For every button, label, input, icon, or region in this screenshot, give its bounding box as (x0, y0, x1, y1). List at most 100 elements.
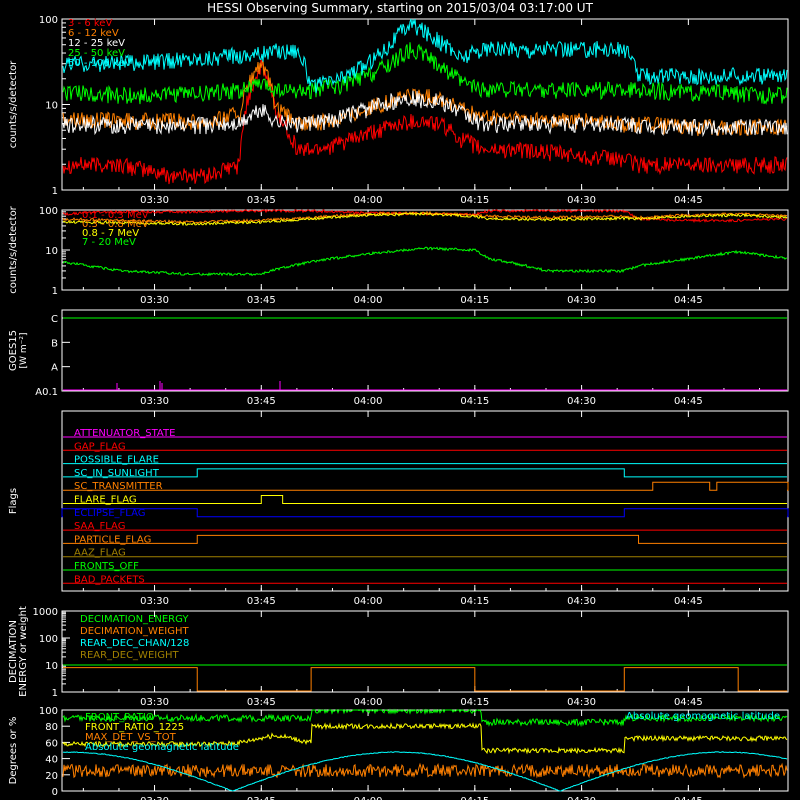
panel5-series-line (63, 667, 787, 692)
panel1-xtick-label: 04:15 (460, 195, 489, 206)
panel2-ylabel: counts/s/detector (8, 205, 19, 293)
panel2-xtick-label: 04:30 (567, 295, 596, 306)
panel6-series-line (62, 708, 788, 728)
panel3-ytick-label: B (51, 338, 58, 349)
panel1-ytick-label: 1 (52, 186, 58, 197)
panel1-ylabel: counts/s/detector (8, 60, 19, 148)
panel5-xtick-label: 03:45 (247, 697, 276, 708)
panel4-flag-label: POSSIBLE_FLARE (74, 455, 159, 466)
panel1-series-line (62, 42, 788, 105)
panel4-xtick-label: 04:45 (674, 596, 703, 607)
panel5-xtick-label: 04:45 (674, 697, 703, 708)
panel4-flag-trace (63, 495, 787, 504)
chart-title: HESSI Observing Summary, starting on 201… (207, 1, 593, 15)
panel1-series-line (62, 59, 788, 137)
panel4-flag-label: ATTENUATOR_STATE (74, 428, 175, 439)
panel2-legend-entry: 0.1 - 0.3 MeV (82, 210, 149, 221)
panel4-xtick-label: 04:30 (567, 596, 596, 607)
panel1-ytick-label: 10 (45, 101, 58, 112)
panel4-flag-label: PARTICLE_FLAG (74, 534, 151, 545)
panel6-frame (61, 709, 789, 792)
panel1-xtick-label: 04:00 (354, 195, 383, 206)
panel5-ytick-label: 100 (39, 634, 58, 645)
panel6-xtick-label: 04:30 (567, 796, 596, 800)
panel6-ylabel: Degrees or % (8, 717, 19, 785)
panel1-legend-entry: 3 - 6 keV (68, 18, 112, 29)
panel6-ytick-label: 100 (39, 706, 58, 717)
panel2-ytick-label: 1 (52, 286, 58, 297)
panel6-ytick-label: 80 (45, 722, 58, 733)
panel6-annotation: Absolute geomagnetic latitude (626, 711, 780, 722)
panel3-xtick-label: 04:45 (674, 396, 703, 407)
panel5-legend-entry: REAR_DEC_WEIGHT (80, 650, 179, 661)
panel3-xtick-label: 04:30 (567, 396, 596, 407)
panel6-xtick-label: 04:00 (354, 796, 383, 800)
panel6-legend-entry: Absolute geomagnetic latitude (85, 742, 239, 753)
panel1-ytick-label: 100 (39, 15, 58, 26)
panel6-series-line (62, 762, 788, 779)
panel1-xtick-label: 03:45 (247, 195, 276, 206)
panel1-series-line (62, 18, 788, 94)
panel3-ylabel: GOES15 (8, 330, 19, 371)
panel4-flag-label: GAP_FLAG (74, 441, 126, 452)
panel4-xtick-label: 03:30 (140, 596, 169, 607)
panel1-legend-entry: 50 - 100 keV (68, 58, 132, 69)
panel1-xtick-label: 03:30 (140, 195, 169, 206)
panel4-flag-label: FRONTS_OFF (74, 561, 139, 572)
panel4-flag-trace (61, 508, 789, 518)
panel6-legend-entry: FRONT_RATIO (85, 712, 154, 723)
panel5-ytick-label: 1 (52, 688, 58, 699)
panel2-series-line (62, 211, 788, 227)
panel6-xtick-label: 03:30 (140, 796, 169, 800)
panel5-ylabel: DECIMATION (8, 620, 19, 683)
panel2-ytick-label: 10 (45, 246, 58, 257)
panel3-xtick-label: 04:15 (460, 396, 489, 407)
panel4-flag-trace (63, 481, 789, 491)
panel6-series-line (62, 751, 788, 792)
panel6-xtick-label: 04:45 (674, 796, 703, 800)
panel2-legend-entry: 0.3 - 0.8 MeV (82, 219, 149, 230)
panel4-flag-trace (63, 468, 787, 478)
panel3-xtick-label: 04:00 (354, 396, 383, 407)
panel2-series-line (62, 246, 787, 277)
panel2-xtick-label: 04:00 (354, 295, 383, 306)
panel6-xtick-label: 04:15 (460, 796, 489, 800)
panel6-ytick-label: 60 (45, 738, 58, 749)
panel4-xtick-label: 04:15 (460, 596, 489, 607)
panel5-xtick-label: 04:00 (354, 697, 383, 708)
panel6-ytick-label: 0 (52, 787, 58, 798)
panel5-frame (61, 610, 789, 693)
panel4-flag-label: ECLIPSE_FLAG (74, 508, 145, 519)
panel6-ytick-label: 20 (45, 771, 58, 782)
panel5-legend-entry: REAR_DEC_CHAN/128 (80, 638, 189, 649)
panel5-ytick-label: 1000 (33, 607, 58, 618)
panel4-flag-label: BAD_PACKETS (74, 574, 145, 585)
panel5-ylabel: ENERGY or weight (18, 606, 29, 697)
panel1-frame (61, 18, 789, 191)
panel5-legend-entry: DECIMATION_ENERGY (80, 614, 189, 625)
panel3-ytick-label: C (51, 314, 58, 325)
panel2-series-line (62, 208, 788, 223)
panel1-xtick-label: 04:30 (567, 195, 596, 206)
panel4-flag-label: SAA_FLAG (74, 521, 125, 532)
panel3-ytick-label: A0.1 (35, 387, 58, 398)
panel4-frame (61, 410, 789, 592)
panel1-series-line (62, 90, 788, 138)
panel5-legend-entry: DECIMATION_WEIGHT (80, 626, 189, 637)
panel2-xtick-label: 03:30 (140, 295, 169, 306)
panel4-flag-label: FLARE_FLAG (74, 495, 137, 506)
panel2-ytick-label: 100 (39, 206, 58, 217)
panel5-xtick-label: 03:30 (140, 697, 169, 708)
panel2-legend-entry: 0.8 - 7 MeV (82, 228, 139, 239)
panel6-ytick-label: 40 (45, 755, 58, 766)
panel1-xtick-label: 04:45 (674, 195, 703, 206)
panel4-xtick-label: 04:00 (354, 596, 383, 607)
panel5-xtick-label: 04:15 (460, 697, 489, 708)
panel3-xtick-label: 03:30 (140, 396, 169, 407)
panels-group: 03:30 03:45 04:00 04:15 04:30 04:45 counts/s/d… (8, 15, 789, 800)
panel2-xtick-label: 04:15 (460, 295, 489, 306)
panel2-xtick-label: 04:45 (674, 295, 703, 306)
panel6-xtick-label: 03:45 (247, 796, 276, 800)
panel3-yunit: [W m⁻²] (19, 333, 29, 369)
